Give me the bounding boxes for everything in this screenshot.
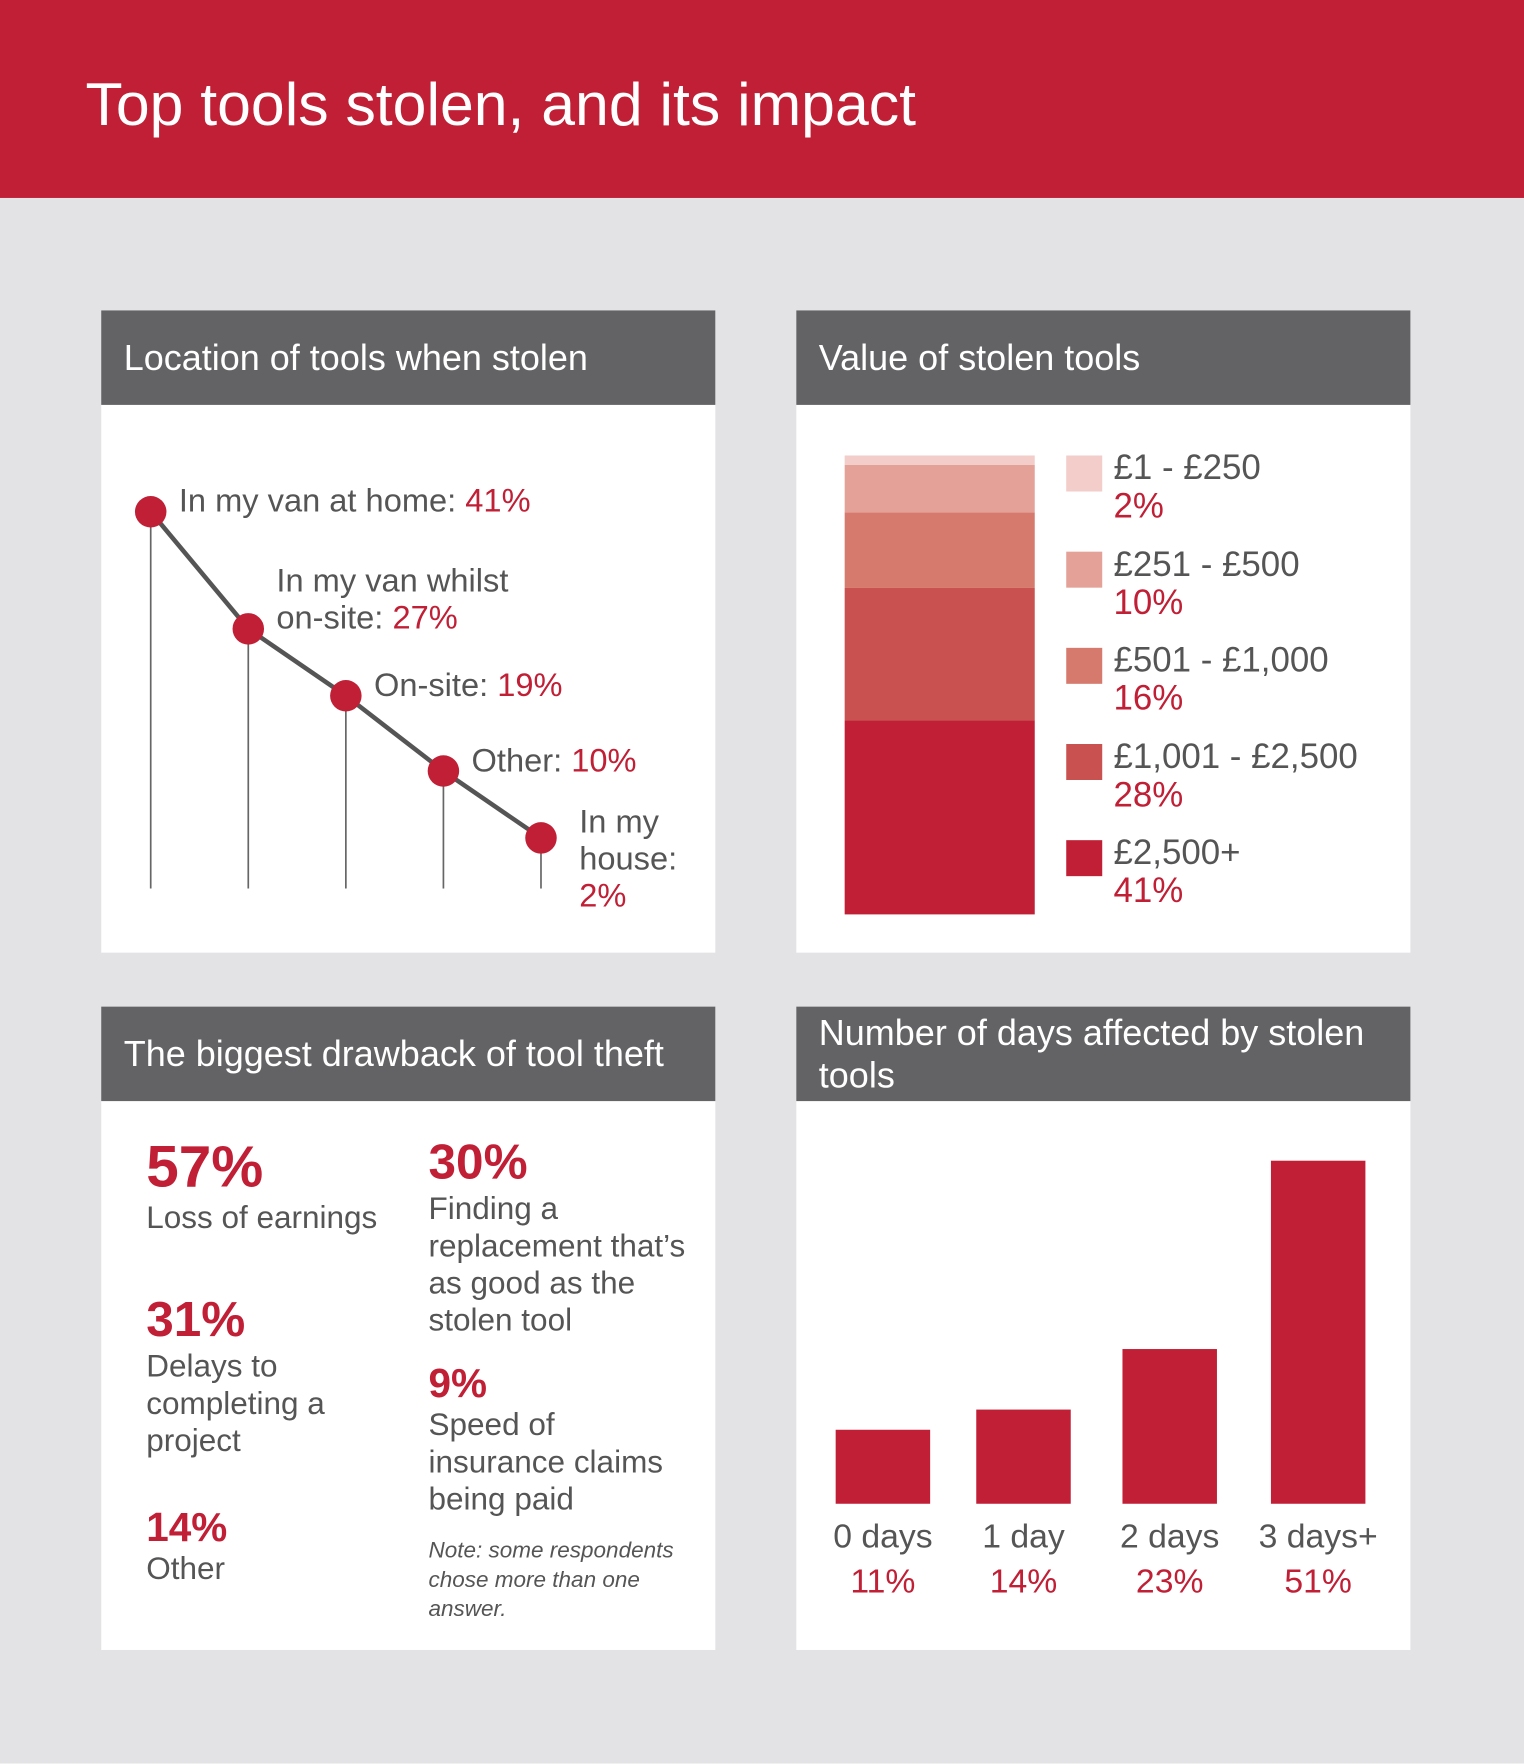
panel-title: Number of days affected by stolen tools — [796, 1006, 1411, 1102]
legend-entry: £251 - £500 10% — [1113, 543, 1405, 622]
bar-segment — [844, 587, 1035, 721]
figure: 31% — [146, 1292, 246, 1348]
value-label: 41% — [1113, 870, 1184, 910]
value-label: 19% — [497, 667, 563, 704]
legend-entry: £1,001 - £2,500 28% — [1113, 737, 1405, 813]
point — [525, 822, 557, 854]
point-label: Other: 10% — [472, 743, 697, 780]
value-label: 41% — [465, 483, 531, 520]
panel — [101, 1006, 716, 1650]
bar-label: 2 days 23% — [1091, 1515, 1248, 1605]
value-label: 11% — [850, 1563, 916, 1601]
note: Note: some respondents chose more than o… — [428, 1538, 674, 1622]
drawback-text: Other — [146, 1550, 225, 1586]
drawback: 57% Loss of earnings — [146, 1136, 416, 1236]
legend-label: £501 - £1,000 — [1113, 639, 1329, 680]
point — [134, 496, 167, 528]
category-label: 0 days — [833, 1518, 933, 1556]
value-label: 2% — [579, 878, 627, 915]
value-label: 16% — [1113, 678, 1184, 718]
legend-entry: £2,500+ 41% — [1113, 833, 1405, 909]
value-label: 14% — [989, 1563, 1058, 1601]
drawback: 31% Delays to completing a project — [146, 1293, 371, 1458]
category-label: 2 days — [1119, 1518, 1220, 1556]
value-label: 28% — [1113, 774, 1184, 814]
header: Top tools stolen, and its impact — [0, 0, 1524, 198]
panel — [101, 310, 716, 953]
legend-swatch — [1066, 647, 1103, 684]
value-label: 2% — [1113, 485, 1164, 526]
figure: 14% — [146, 1503, 228, 1550]
figure: 30% — [428, 1134, 528, 1190]
legend-entry: £1 - £250 2% — [1113, 447, 1405, 526]
point-label: On-site: 19% — [374, 668, 666, 705]
bar — [976, 1409, 1071, 1504]
drawback: 14% Other — [146, 1503, 371, 1587]
drawback-text: Delays to completing a project — [146, 1348, 325, 1458]
bar-segment — [844, 720, 1035, 915]
value-label: 27% — [392, 600, 458, 637]
value-label: 51% — [1284, 1563, 1352, 1601]
bar-label: 0 days 11% — [804, 1515, 961, 1605]
bar-label: 3 days+ 51% — [1239, 1515, 1396, 1605]
value-label: 10% — [571, 742, 637, 779]
drawback: 9% Speed of insurance claims being paid — [428, 1359, 699, 1517]
legend-swatch — [1066, 551, 1103, 588]
point-label: In my van whilst on-site: 27% — [276, 564, 546, 638]
legend-swatch — [1066, 455, 1103, 492]
category-label: In my van whilst on-site: — [276, 563, 509, 637]
bar-segment — [844, 455, 1035, 465]
point-label: In my house: 2% — [579, 804, 691, 915]
category-label: Other: — [471, 742, 563, 779]
panel-title: Location of tools when stolen — [101, 310, 716, 405]
legend-label: £251 - £500 — [1113, 543, 1300, 584]
legend-label: £1,001 - £2,500 — [1113, 736, 1358, 776]
page-title: Top tools stolen, and its impact — [85, 70, 916, 139]
panel-title: The biggest drawback of tool theft — [101, 1006, 716, 1102]
point — [427, 755, 460, 787]
drawback-text: Finding a replacement that’s as good as … — [428, 1191, 686, 1338]
category-label: 3 days+ — [1258, 1518, 1378, 1556]
bar-label: 1 day 14% — [945, 1515, 1102, 1605]
category-label: On-site: — [373, 667, 489, 704]
legend-swatch — [1066, 744, 1103, 780]
panel-title: Value of stolen tools — [796, 310, 1411, 405]
bar — [835, 1429, 931, 1504]
bar-segment — [844, 464, 1035, 513]
figure: 9% — [428, 1359, 488, 1406]
value-label: 10% — [1113, 582, 1184, 622]
bar — [1270, 1160, 1366, 1504]
category-label: In my van at home: — [178, 483, 457, 520]
legend-label: £1 - £250 — [1113, 447, 1261, 488]
point — [232, 613, 265, 645]
value-label: 23% — [1135, 1563, 1204, 1601]
figure: 57% — [146, 1134, 264, 1201]
drawback-text: Speed of insurance claims being paid — [428, 1407, 664, 1517]
point — [330, 679, 362, 712]
drawback-text: Loss of earnings — [146, 1200, 378, 1235]
bar-segment — [844, 512, 1035, 588]
category-label: In my house: — [579, 804, 678, 878]
drawback: 30% Finding a replacement that’s as good … — [428, 1134, 699, 1338]
point-label: In my van at home: 41% — [179, 484, 651, 521]
legend-entry: £501 - £1,000 16% — [1113, 641, 1405, 717]
legend-label: £2,500+ — [1113, 832, 1241, 872]
bar — [1122, 1349, 1217, 1504]
legend-swatch — [1066, 840, 1103, 877]
category-label: 1 day — [982, 1518, 1065, 1556]
